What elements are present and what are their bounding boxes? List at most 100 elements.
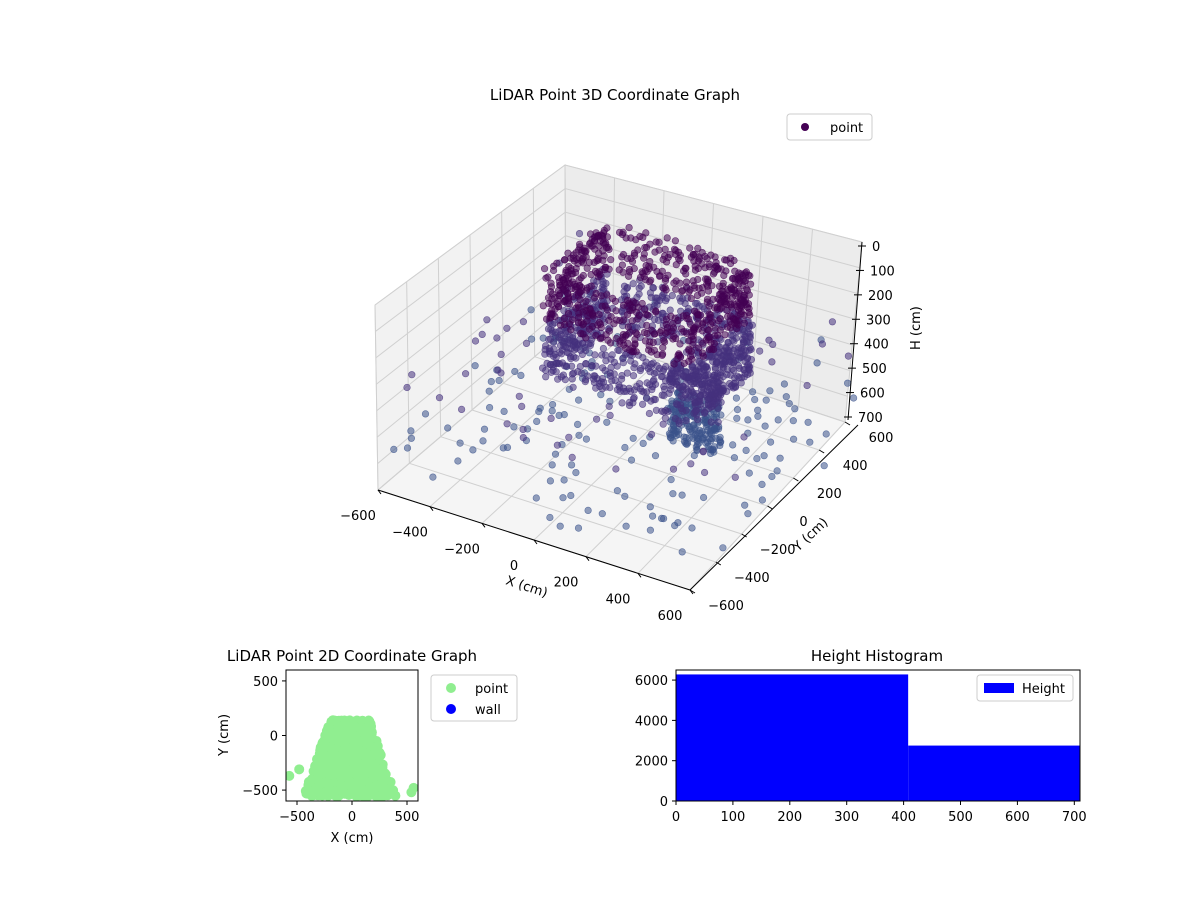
chart-3d-title: LiDAR Point 3D Coordinate Graph	[490, 86, 740, 104]
scatter-3d-point	[627, 456, 636, 464]
scatter-3d-point	[639, 439, 647, 448]
scatter-3d-point	[694, 244, 702, 252]
scatter-2d-point	[339, 788, 350, 799]
y-tick-label-3d: 0	[799, 515, 807, 530]
scatter-3d-point	[575, 230, 584, 238]
scatter-3d-point	[651, 452, 660, 460]
x-tick-label-3d: 200	[554, 576, 579, 591]
scatter-3d-point	[618, 399, 626, 407]
scatter-3d-point	[753, 455, 761, 463]
scatter-3d-point	[557, 331, 565, 339]
scatter-3d-point	[615, 381, 623, 389]
scatter-3d-point	[718, 287, 726, 295]
x-tick-label-3d: 400	[606, 592, 631, 607]
scatter-3d-point	[647, 430, 656, 439]
scatter-3d-point	[586, 305, 594, 313]
scatter-2d-point	[286, 770, 295, 781]
x-tick-label-2d: −500	[279, 810, 315, 825]
scatter-3d-point	[728, 275, 737, 283]
scatter-3d-point	[828, 318, 837, 326]
scatter-3d-point	[646, 526, 655, 534]
x-tick-3d	[429, 506, 434, 511]
scatter-3d-point	[731, 473, 739, 481]
scatter-3d-point	[576, 296, 584, 304]
z-tick-label-3d: 300	[866, 313, 891, 328]
scatter-3d-point	[701, 408, 709, 416]
scatter-3d-point	[804, 418, 812, 426]
scatter-3d-point	[806, 438, 814, 446]
scatter-3d-point	[726, 254, 735, 262]
chart-2d-title: LiDAR Point 2D Coordinate Graph	[227, 647, 477, 665]
scatter-3d-point	[595, 311, 603, 319]
scatter-3d-point	[582, 286, 591, 294]
scatter-3d-point	[547, 279, 555, 287]
scatter-3d-point	[619, 228, 627, 236]
scatter-3d-point	[693, 415, 702, 424]
scatter-3d-point	[820, 462, 828, 470]
scatter-3d-point	[607, 313, 615, 321]
z-tick-label-3d: 400	[864, 338, 889, 353]
scatter-3d-point	[656, 328, 664, 337]
scatter-3d-point	[724, 285, 732, 294]
scatter-3d-point	[687, 460, 695, 468]
scatter-3d-point	[594, 254, 602, 262]
scatter-3d-point	[619, 316, 628, 324]
scatter-2d-point	[344, 769, 354, 780]
scatter-2d-point	[337, 724, 348, 735]
scatter-3d-point	[554, 375, 562, 383]
scatter-3d-point	[478, 330, 486, 339]
legend-3d-label: point	[830, 121, 863, 136]
scatter-3d-point	[575, 240, 584, 248]
scatter-3d-point	[647, 326, 655, 334]
scatter-3d-point	[584, 372, 592, 380]
scatter-3d-point	[645, 409, 654, 418]
scatter-3d-point	[705, 333, 713, 341]
scatter-3d-point	[789, 417, 797, 425]
scatter-3d-point	[560, 411, 568, 419]
scatter-3d-point	[551, 450, 560, 458]
scatter-3d-point	[649, 377, 657, 385]
scatter-3d-point	[487, 378, 495, 386]
scatter-2d-point	[390, 790, 401, 801]
scatter-3d-point	[685, 373, 693, 382]
scatter-3d-point	[682, 264, 690, 272]
z-tick-label-3d: 100	[870, 264, 895, 279]
scatter-3d-point	[651, 396, 659, 404]
scatter-3d-point	[709, 295, 717, 304]
scatter-3d-point	[553, 441, 562, 449]
scatter-3d-point	[723, 313, 732, 321]
scatter-3d-point	[606, 411, 614, 420]
scatter-3d-point	[634, 246, 642, 254]
scatter-3d-point	[607, 256, 615, 264]
legend-2d-wall-label: wall	[475, 703, 501, 718]
scatter-2d-point	[320, 739, 331, 750]
scatter-2d-point	[319, 758, 330, 769]
scatter-3d-point	[652, 406, 661, 414]
grid-wall-left-line	[532, 188, 536, 357]
scatter-3d-point	[791, 405, 799, 413]
scatter-3d-point	[659, 514, 668, 523]
scatter-3d-point	[599, 344, 608, 353]
scatter-3d-point	[546, 477, 555, 485]
scatter-3d-point	[682, 278, 691, 286]
scatter-3d-point	[776, 454, 784, 462]
scatter-3d-point	[687, 294, 695, 303]
scatter-3d-point	[766, 438, 775, 446]
scatter-3d-point	[701, 372, 709, 380]
scatter-3d-point	[661, 245, 669, 253]
scatter-3d-point	[572, 249, 580, 257]
scatter-3d-point	[543, 359, 551, 368]
scatter-3d-point	[625, 224, 633, 232]
scatter-3d-point	[569, 383, 577, 391]
scatter-3d-point	[592, 332, 600, 340]
scatter-3d-point	[403, 444, 412, 452]
x-tick-3d	[533, 539, 538, 545]
scatter-3d-point	[672, 285, 680, 293]
scatter-3d-point	[621, 443, 629, 452]
scatter-3d-point	[658, 350, 667, 358]
y-tick-3d	[741, 533, 747, 538]
x-ticks-3d: −600 −400 −200 0 200 400 600	[340, 489, 694, 624]
scatter-3d-point	[561, 275, 570, 283]
scatter-3d-point	[522, 339, 531, 348]
scatter-2d-point	[358, 759, 369, 769]
